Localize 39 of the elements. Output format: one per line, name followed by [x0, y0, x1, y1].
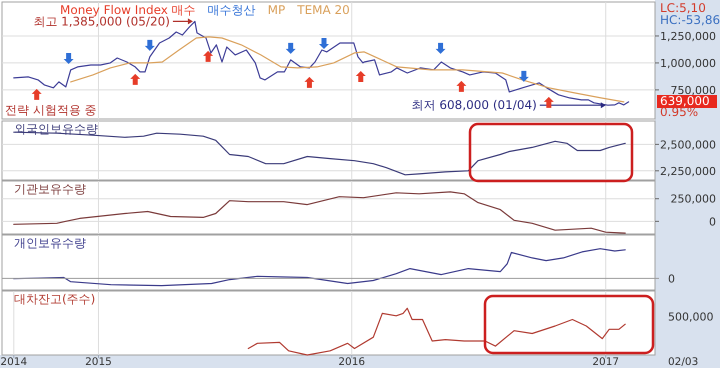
- point: [144, 40, 155, 51]
- chart-title: 기관보유수량: [14, 182, 86, 196]
- chart-title: 대차잔고(주수): [14, 292, 96, 306]
- y-tick-label: 2,500,000: [660, 138, 716, 152]
- text: 639,000: [660, 94, 710, 108]
- y-tick-label: 1,250,000: [660, 30, 716, 43]
- annotation: 전략 시험적용 중: [5, 103, 97, 117]
- text: 매수청산: [208, 3, 256, 17]
- text: HC:-53,86: [660, 13, 720, 27]
- point: [318, 38, 329, 49]
- point: [32, 88, 42, 100]
- text: 02/03: [668, 356, 698, 368]
- annotation: MP: [268, 3, 286, 17]
- point: [436, 42, 446, 54]
- point: [203, 50, 214, 62]
- point: [304, 76, 314, 88]
- point: [356, 70, 366, 82]
- x-tick-label: 2016: [338, 356, 366, 368]
- x-tick-label: 2017: [592, 356, 620, 368]
- y-tick-label: 0: [709, 215, 716, 228]
- text: Money Flow Index 매수: [60, 3, 196, 17]
- annotation: 최저 608,000 (01/04): [412, 98, 537, 112]
- text: 500,000: [668, 310, 714, 324]
- x-tick-label: 2014: [0, 356, 28, 368]
- point: [64, 52, 74, 64]
- text: LC:5,10: [660, 1, 706, 15]
- point: [544, 96, 554, 108]
- point: [518, 70, 529, 82]
- y-tick-label: 750,000: [670, 84, 716, 97]
- point: [456, 80, 466, 92]
- x-tick-label: 2015: [85, 356, 112, 368]
- text: TEMA 20: [296, 3, 350, 17]
- y-tick-label: 250,000: [670, 192, 716, 206]
- y-tick-label: 1,000,000: [660, 56, 716, 70]
- text: 0.95%: [660, 105, 698, 119]
- y-tick-label: 2,250,000: [660, 164, 716, 178]
- point: [130, 74, 140, 85]
- point: [286, 42, 296, 54]
- chart-title: 개인보유수량: [14, 236, 86, 250]
